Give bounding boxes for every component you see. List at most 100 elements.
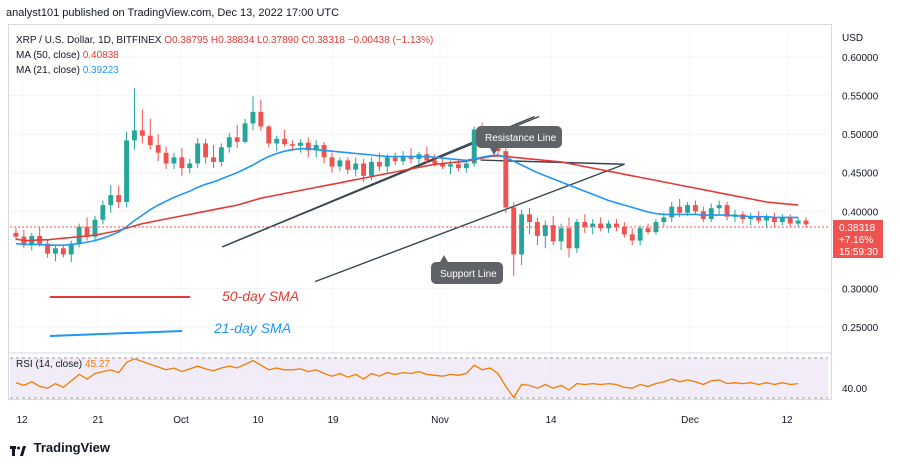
- candle-body: [92, 219, 98, 237]
- rsi-legend[interactable]: RSI (14, close) 45.27: [16, 359, 110, 370]
- candle-body: [345, 160, 351, 170]
- candle-body: [163, 152, 169, 164]
- candle-body: [779, 217, 785, 223]
- candle-body: [455, 164, 461, 169]
- sma50-label: 50-day SMA: [222, 288, 299, 304]
- candle-body: [511, 207, 517, 255]
- ma21-legend-label: MA (21, close): [16, 65, 80, 76]
- candle-body: [400, 155, 406, 162]
- publisher-text: analyst101 published on TradingView.com,…: [6, 7, 340, 19]
- candle-body: [124, 140, 130, 203]
- candle-body: [424, 154, 430, 161]
- candle-body: [637, 228, 643, 241]
- candle-body: [132, 130, 137, 141]
- ma50-line: [15, 154, 799, 242]
- candle-body: [258, 111, 264, 127]
- time-tick-label: 19: [327, 415, 339, 426]
- ma50-legend-row[interactable]: MA (50, close) 0.40838: [16, 48, 433, 63]
- price-axis[interactable]: USD 0.60000 0.55000 0.50000 0.45000 0.40000 0…: [842, 33, 879, 334]
- price-tick-label: 0.45000: [842, 169, 879, 180]
- candle-body: [771, 217, 777, 223]
- candle-body: [76, 226, 82, 244]
- candle-body: [764, 217, 769, 221]
- candle-body: [108, 195, 114, 206]
- candle-body: [147, 135, 153, 145]
- candle-body: [803, 220, 809, 225]
- price-badge-countdown: 15:59:30: [839, 247, 878, 258]
- candle-body: [274, 138, 280, 144]
- rsi-legend-label: RSI (14, close): [16, 359, 83, 370]
- candle-body: [692, 205, 698, 212]
- chart-frame: [8, 24, 832, 400]
- candle-body: [534, 222, 540, 236]
- footer-brand: TradingView: [10, 440, 110, 456]
- candle-body: [100, 205, 106, 220]
- price-tick-label: 0.55000: [842, 92, 879, 103]
- candle-body: [716, 205, 722, 209]
- sma21-legend-swatch: [49, 330, 183, 337]
- time-tick-label: 12: [16, 415, 28, 426]
- candle-body: [432, 160, 438, 164]
- resistance-callout: Resistance Line: [476, 126, 562, 155]
- candle-body: [139, 130, 145, 136]
- rsi-legend-value: 45.27: [84, 359, 110, 370]
- symbol-label: XRP / U.S. Dollar, 1D, BITFINEX: [16, 35, 162, 46]
- rsi-line: [15, 358, 799, 399]
- candle-body: [266, 126, 272, 144]
- candle-body: [503, 151, 509, 208]
- price-tick-label: 0.30000: [842, 284, 879, 295]
- tradingview-logo-icon: [10, 444, 26, 456]
- candle-body: [574, 222, 580, 249]
- trendline-resistance_upper: [314, 163, 625, 283]
- candle-body: [361, 163, 367, 176]
- ma21-legend-row[interactable]: MA (21, close) 0.39223: [16, 63, 433, 78]
- ma21-line: [15, 148, 799, 246]
- candle-body: [226, 137, 232, 148]
- candle-body: [606, 223, 611, 229]
- candle-body: [282, 138, 288, 145]
- time-tick-label: 21: [92, 415, 104, 426]
- candle-body: [45, 243, 51, 254]
- candle-body: [84, 226, 90, 237]
- candle-body: [598, 223, 604, 229]
- candle-body: [195, 143, 201, 164]
- candle-body: [582, 222, 588, 227]
- candle-body: [787, 217, 793, 224]
- candle-body: [353, 163, 359, 170]
- candle-body: [297, 142, 303, 146]
- candle-body: [384, 157, 390, 167]
- candle-body: [376, 161, 382, 167]
- candle-body: [60, 248, 66, 255]
- rsi-axis-label: 40.00: [842, 384, 867, 395]
- candle-body: [542, 225, 548, 236]
- time-tick-label: 14: [545, 415, 557, 426]
- candle-body: [242, 123, 248, 142]
- candle-body: [305, 142, 311, 151]
- ma21-legend-value: 0.39223: [82, 65, 119, 76]
- grid-lines: [10, 34, 828, 400]
- price-tick-label: 0.25000: [842, 323, 879, 334]
- price-badge-price: 0.38318: [839, 223, 876, 234]
- candle-body: [448, 164, 453, 167]
- candle-body: [179, 157, 185, 169]
- ohlc-values: O0.38795 H0.38834 L0.37890 C0.38318 −0.0…: [164, 35, 434, 46]
- currency-label: USD: [842, 33, 863, 44]
- price-badge-change: +7.16%: [839, 235, 873, 246]
- candle-body: [527, 214, 532, 223]
- candle-body: [756, 215, 762, 221]
- time-tick-label: 12: [781, 415, 793, 426]
- time-tick-label: Oct: [173, 415, 189, 426]
- price-tick-label: 0.60000: [842, 53, 879, 64]
- candle-body: [116, 195, 122, 203]
- candle-body: [187, 163, 193, 169]
- candle-body: [724, 205, 730, 217]
- time-axis[interactable]: 12 21 Oct 10 19 Nov 14 Dec 12: [16, 415, 793, 426]
- symbol-row: XRP / U.S. Dollar, 1D, BITFINEX O0.38795…: [16, 33, 433, 48]
- candle-body: [313, 144, 319, 151]
- price-badge: 0.38318 +7.16% 15:59:30: [833, 220, 883, 258]
- candle-body: [685, 205, 690, 213]
- candle-body: [629, 234, 635, 241]
- candle-body: [661, 217, 667, 223]
- chart-legend: XRP / U.S. Dollar, 1D, BITFINEX O0.38795…: [16, 33, 433, 78]
